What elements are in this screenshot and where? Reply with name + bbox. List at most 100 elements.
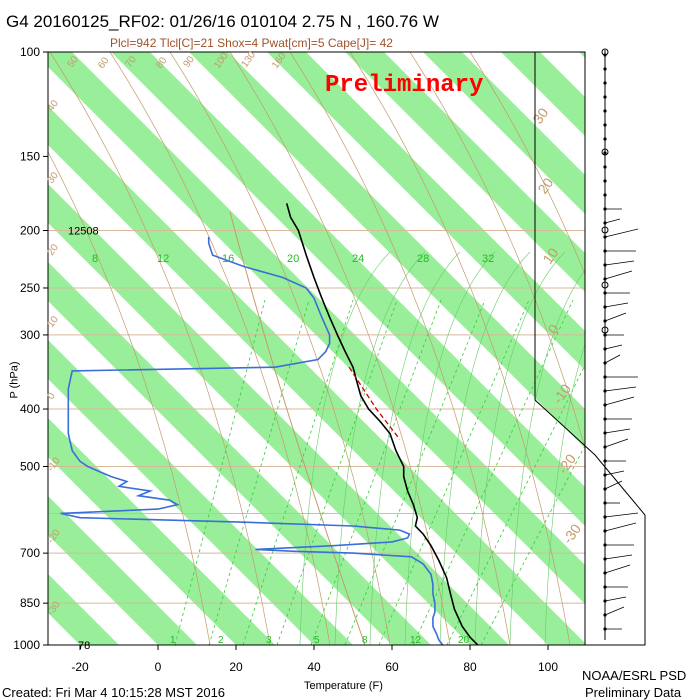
preliminary-watermark: Preliminary [325, 72, 484, 99]
isotherm-band [48, 340, 353, 645]
wind-calm-circle [601, 148, 609, 156]
mixing-ratio-label: 12 [410, 635, 422, 646]
wind-barb [604, 606, 625, 616]
dry-adiabat [229, 52, 451, 645]
wind-barb [604, 554, 633, 560]
pressure-tick-label: 850 [20, 596, 40, 610]
moist-adiabat [369, 251, 461, 645]
mixing-ratio-label: 5 [314, 635, 320, 646]
wind-barb [604, 438, 629, 448]
wind-calm-circle [601, 48, 609, 56]
wind-calm-circle [601, 326, 609, 334]
wind-barb [604, 228, 639, 238]
wind-barb [604, 386, 637, 392]
mixing-ratio-label: 3 [266, 635, 272, 646]
created-timestamp: Created: Fri Mar 4 10:15:28 MST 2016 [2, 685, 226, 700]
isotherm-band [267, 52, 585, 370]
temperature-profile [285, 203, 479, 645]
dry-adiabat [109, 52, 331, 645]
dry-adiabat [289, 52, 511, 645]
mixing-ratio-label: 32 [482, 253, 494, 265]
dry-adiabat [469, 52, 585, 276]
temperature-tick-label: 80 [463, 660, 477, 674]
wind-barb-dot [603, 109, 607, 113]
pressure-tick-label: 300 [20, 328, 40, 342]
wind-barb [604, 522, 637, 532]
pressure-tick-label: 700 [20, 546, 40, 560]
wind-barb [604, 270, 633, 280]
pressure-tick-label: 100 [20, 45, 40, 59]
wind-barb-dot [603, 151, 607, 155]
dry-adiabat [349, 52, 571, 645]
wind-barb-dot [603, 165, 607, 169]
mixing-ratio-label: 12 [157, 253, 169, 265]
temperature-tick-label: 40 [307, 660, 321, 674]
wind-barb [604, 596, 627, 602]
temperature-tick-label: -20 [71, 660, 89, 674]
moist-adiabat [474, 251, 566, 645]
chart-title: G4 20160125_RF02: 01/26/16 010104 2.75 N… [6, 12, 439, 31]
temperature-tick-label: 100 [538, 660, 558, 674]
wind-panel-outline [534, 52, 646, 646]
mixing-ratio-label: 8 [92, 253, 98, 265]
mixing-ratio-label: 2 [218, 635, 224, 646]
wind-barb [604, 470, 625, 476]
mixing-ratio-line [310, 299, 442, 645]
mixing-ratio-line [378, 299, 530, 645]
wind-barb [604, 354, 621, 364]
mixing-ratio-label: 16 [222, 253, 234, 265]
plot-area [48, 52, 700, 645]
wind-barb [604, 302, 629, 308]
dry-adiabat [48, 151, 211, 645]
mixing-ratio-line [276, 299, 398, 645]
mixing-ratio-line [344, 299, 486, 645]
isotherm-band [345, 52, 585, 292]
wind-barb [604, 512, 639, 518]
isotherm-band [579, 52, 585, 58]
dry-adiabat-label: -30 [559, 521, 584, 547]
wind-barb [604, 218, 621, 224]
temperature-tick-label: 60 [385, 660, 399, 674]
wind-barb [604, 564, 631, 574]
height-annotation: 78 [78, 640, 90, 652]
wind-barb-dot [603, 179, 607, 183]
mixing-ratio-label: 20 [287, 253, 299, 265]
wind-barb [604, 396, 635, 406]
moist-adiabat [404, 251, 496, 645]
moist-adiabat [299, 251, 391, 645]
moist-adiabat [334, 251, 426, 645]
wind-barb-dot [603, 193, 607, 197]
temperature-tick-label: 0 [155, 660, 162, 674]
isotherm-band [189, 52, 585, 449]
isotherm-band [657, 52, 700, 645]
temperature-tick-label: 20 [229, 660, 243, 674]
pressure-tick-label: 150 [20, 149, 40, 163]
wind-barb-dot [603, 81, 607, 85]
parcel-profile [348, 366, 401, 440]
pressure-tick-label: 500 [20, 459, 40, 473]
mixing-ratio-line [242, 299, 354, 645]
moist-adiabat [509, 269, 585, 645]
wind-barb-dot [603, 95, 607, 99]
wind-barb-panel [534, 48, 646, 646]
isotherm-band [48, 496, 197, 645]
moist-adiabat [544, 343, 585, 645]
pressure-tick-label: 250 [20, 281, 40, 295]
y-axis-label: P (hPa) [8, 361, 21, 399]
wind-calm-circle [601, 226, 609, 234]
dry-adiabat [409, 52, 585, 449]
mixing-ratio-label: 1 [170, 635, 176, 646]
mixing-ratio-label: 28 [417, 253, 429, 265]
isotherm-band [423, 52, 585, 214]
wind-barb [604, 428, 631, 434]
sounding-indices: Plcl=942 Tlcl[C]=21 Shox=4 Pwat[cm]=5 Ca… [110, 36, 393, 50]
wind-barb-dot [603, 137, 607, 141]
wind-barb-dot [603, 67, 607, 71]
isotherm-band [48, 574, 119, 645]
pressure-tick-label: 200 [20, 224, 40, 238]
isotherm-label: 60 [96, 55, 112, 71]
isotherm-band [48, 418, 275, 645]
dry-adiabat [49, 52, 271, 645]
isotherm-band [111, 52, 585, 526]
